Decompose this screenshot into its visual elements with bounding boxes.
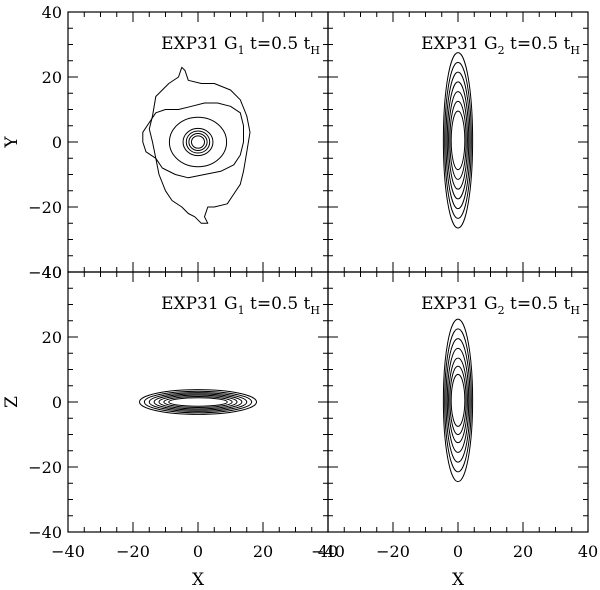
panel-title: EXP31 G1 t=0.5 tH (161, 294, 320, 317)
y-tick-label: 20 (42, 68, 62, 87)
x-tick-label: −20 (376, 542, 410, 561)
title-part: EXP31 G (421, 294, 498, 314)
contour-level-7 (191, 135, 205, 149)
title-part: EXP31 G (421, 34, 498, 54)
x-tick-label: 0 (193, 542, 203, 561)
contour-level-3 (445, 338, 471, 463)
title-part: 2 (498, 44, 505, 57)
x-tick-label: 20 (253, 542, 273, 561)
contour-level-6 (449, 100, 467, 180)
y-tick-label: 40 (42, 3, 62, 22)
contour-level-7 (450, 110, 466, 171)
y-tick-label: −40 (28, 523, 62, 542)
x-tick-label: 40 (318, 542, 338, 561)
contour-level-1 (442, 52, 474, 229)
title-part: t=0.5 t (245, 294, 311, 314)
panel-1: −40 −20 0 20 40 EXP31 G1 t=0.5 tH (28, 3, 329, 282)
x-tick-label: 20 (513, 542, 533, 561)
title-part: H (310, 304, 320, 317)
contour-level-5 (185, 130, 211, 154)
x-axis-label-right: X (452, 570, 465, 590)
contour-level-4 (153, 393, 243, 411)
y-tick-label: −20 (28, 198, 62, 217)
contour-level-5 (448, 91, 468, 190)
contour-level-7 (450, 373, 466, 427)
contour-level-1 (148, 66, 251, 224)
title-part: 2 (498, 304, 505, 317)
contour-level-3 (148, 392, 248, 412)
contour-level-6 (163, 395, 233, 409)
x-tick-label: −20 (116, 542, 150, 561)
title-part: H (570, 44, 580, 57)
contour-level-5 (158, 394, 238, 410)
contour-level-3 (168, 116, 228, 168)
y-tick-label: 0 (52, 133, 62, 152)
y-tick-label: 20 (42, 328, 62, 347)
panel-title: EXP31 G2 t=0.5 tH (421, 294, 580, 317)
title-part: EXP31 G (161, 294, 238, 314)
title-part: EXP31 G (161, 34, 238, 54)
y-axis-label-bottom: Z (2, 396, 22, 408)
contour-level-5 (448, 357, 468, 444)
contour-level-2 (143, 390, 253, 414)
x-tick-label: 40 (578, 542, 598, 561)
panel-title: EXP31 G1 t=0.5 tH (161, 34, 320, 57)
x-tick-label: 0 (453, 542, 463, 561)
contour-level-2 (444, 61, 472, 219)
title-part: 1 (238, 44, 245, 57)
title-part: t=0.5 t (245, 34, 311, 54)
y-tick-label: 0 (52, 393, 62, 412)
contour-level-6 (449, 365, 467, 435)
y-tick-label: −20 (28, 458, 62, 477)
y-axis-label-top: Y (2, 136, 22, 149)
contour-level-3 (445, 71, 471, 210)
contour-level-4 (446, 347, 470, 453)
contour-level-6 (188, 133, 208, 151)
contour-level-4 (182, 127, 214, 157)
panel-2: EXP31 G2 t=0.5 tH (327, 11, 589, 273)
title-part: t=0.5 t (505, 34, 571, 54)
contour-level-4 (446, 81, 470, 200)
x-axis-label-left: X (192, 570, 205, 590)
contour-level-7 (168, 397, 228, 407)
x-tick-label: −40 (51, 542, 85, 561)
y-tick-label: −40 (28, 263, 62, 282)
title-part: H (310, 44, 320, 57)
contour-level-1 (442, 318, 474, 483)
contour-level-2 (444, 328, 472, 473)
x-tick-label: −40 (311, 542, 345, 561)
title-part: 1 (238, 304, 245, 317)
panel-title: EXP31 G2 t=0.5 tH (421, 34, 580, 57)
y-tick-label: 40 (42, 263, 62, 282)
title-part: t=0.5 t (505, 294, 571, 314)
contour-level-1 (139, 389, 257, 415)
contour-level-2 (142, 102, 244, 179)
title-part: H (570, 304, 580, 317)
